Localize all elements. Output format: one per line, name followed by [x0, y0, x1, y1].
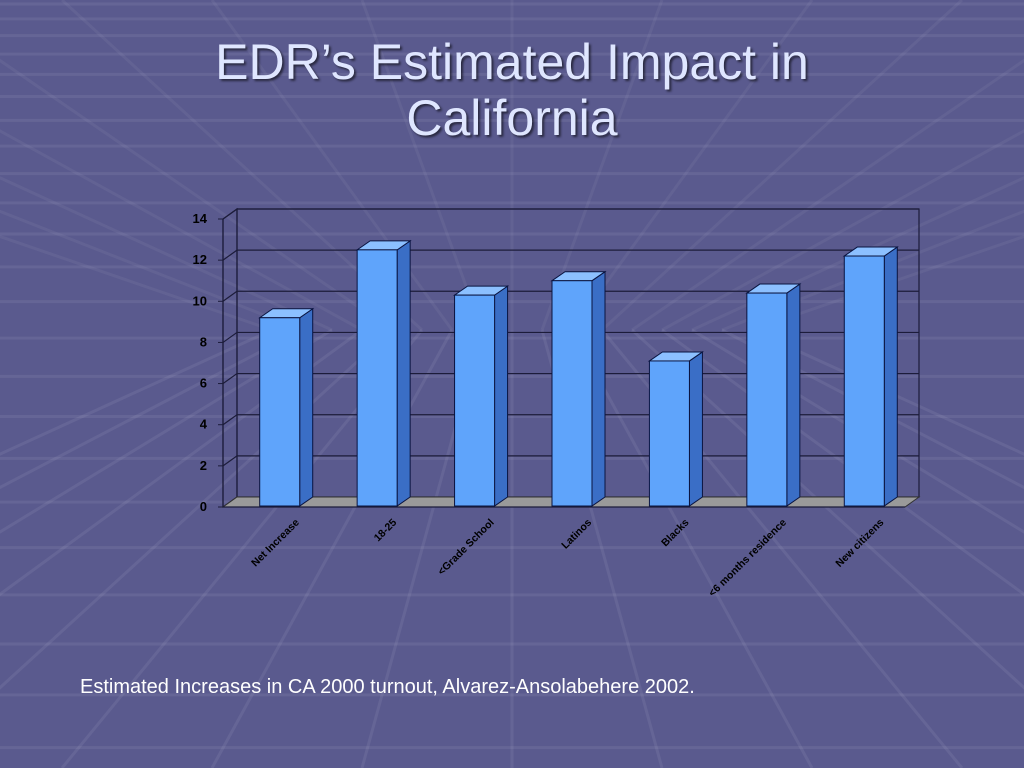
x-tick-label: Net Increase — [249, 517, 302, 570]
bg-grid-line — [570, 0, 814, 331]
bg-grid-line — [691, 328, 1024, 534]
bar-front — [454, 294, 496, 507]
y-tick-label: 0 — [200, 499, 207, 514]
bar-front — [648, 360, 690, 507]
x-tick-label: Latinos — [559, 517, 594, 552]
bg-grid-line — [691, 176, 1024, 332]
bar — [355, 239, 412, 507]
bg-grid-line — [751, 328, 1024, 456]
bg-grid-line — [600, 0, 964, 332]
bar-front — [746, 292, 788, 507]
bar-front — [356, 249, 398, 507]
slide-title: EDR’s Estimated Impact in California — [100, 34, 924, 146]
gridline-side — [222, 290, 238, 302]
gridline-side — [222, 414, 238, 426]
bg-grid-line — [0, 209, 303, 332]
gridline-side — [222, 249, 238, 261]
gridline-side — [222, 373, 238, 385]
bg-grid-line — [570, 329, 814, 768]
bg-grid-line — [210, 0, 454, 331]
bar-side — [299, 307, 314, 507]
chart-caption: Estimated Increases in CA 2000 turnout, … — [80, 676, 695, 698]
bg-grid-line — [0, 234, 273, 332]
y-tick-label: 4 — [200, 417, 208, 432]
y-tick-label: 6 — [200, 376, 207, 391]
y-tick-label: 14 — [193, 211, 208, 226]
bar-front — [259, 317, 301, 507]
bar — [550, 270, 607, 507]
gridline-side — [222, 455, 238, 467]
bg-grid-line — [661, 129, 1024, 332]
bg-grid-line — [0, 328, 303, 490]
bar-front — [551, 280, 593, 507]
bar-side — [786, 283, 801, 507]
slide-title-line-2: California — [406, 90, 618, 146]
bg-grid-line — [0, 328, 333, 534]
x-tick-label: New citizens — [833, 517, 886, 570]
gridline-side — [222, 208, 238, 220]
bar — [452, 285, 510, 507]
bar — [647, 350, 705, 507]
bg-grid-line — [630, 328, 1024, 690]
x-tick-label: <Grade School — [436, 517, 497, 578]
bg-grid-line — [360, 0, 484, 331]
chart-side-wall — [222, 207, 238, 509]
bar-side — [591, 270, 606, 507]
y-tick-label: 10 — [193, 293, 207, 308]
bar — [258, 307, 315, 507]
bar-side — [494, 285, 509, 507]
bar-side — [688, 350, 703, 507]
slide-title-line-1: EDR’s Estimated Impact in — [215, 34, 809, 90]
bg-grid-line — [0, 58, 393, 332]
y-tick-label: 2 — [200, 458, 207, 473]
bg-grid-line — [0, 129, 363, 332]
bg-grid-line — [0, 176, 333, 332]
x-tick-label: 18-25 — [372, 517, 400, 545]
bg-grid-line — [631, 58, 1024, 332]
bar-side — [883, 246, 898, 507]
bar — [842, 246, 899, 507]
x-tick-label: <6 months residence — [706, 517, 789, 600]
bar-front — [843, 255, 885, 507]
x-tick-label: Blacks — [659, 517, 692, 550]
bg-grid-line — [0, 328, 273, 456]
bar-side — [396, 239, 411, 507]
y-tick-label: 8 — [200, 334, 207, 349]
bar — [745, 283, 802, 507]
y-tick-label: 12 — [193, 252, 207, 267]
gridline-side — [222, 331, 238, 343]
bg-grid-line — [751, 234, 1024, 332]
bg-grid-line — [210, 329, 454, 768]
